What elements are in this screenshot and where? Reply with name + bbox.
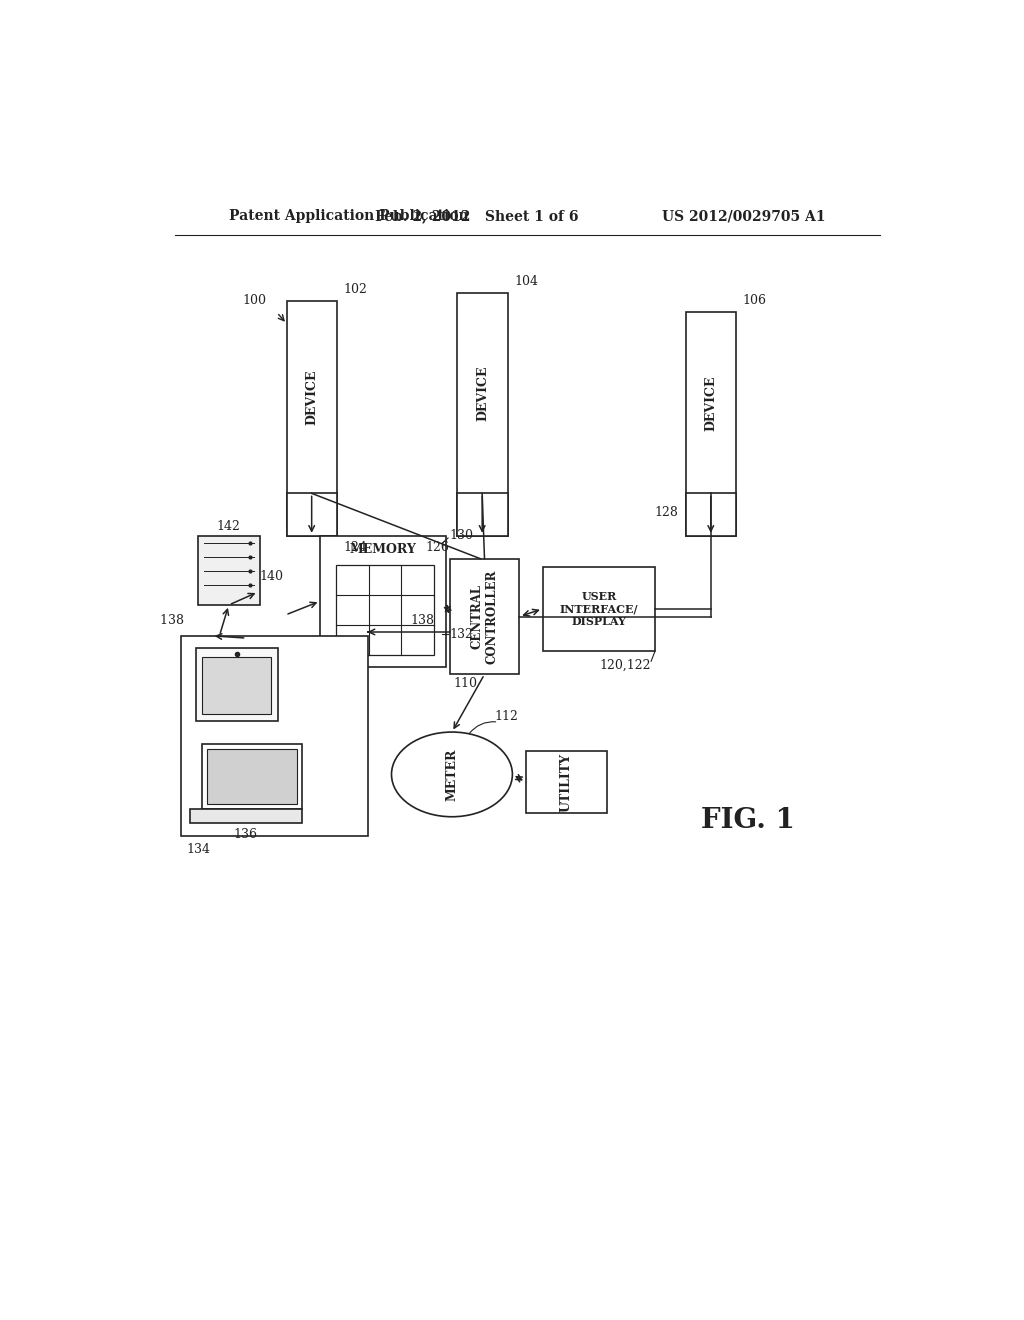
Bar (190, 809, 302, 822)
Circle shape (216, 589, 270, 642)
Text: 126: 126 (426, 541, 450, 554)
Text: METER: METER (445, 748, 459, 801)
Bar (287, 494, 337, 536)
Text: Patent Application Publication: Patent Application Publication (228, 209, 468, 223)
Text: CENTRAL
CONTROLLER: CENTRAL CONTROLLER (470, 569, 499, 664)
Text: DEVICE: DEVICE (476, 366, 489, 421)
Text: 120,122: 120,122 (600, 659, 651, 672)
Ellipse shape (391, 733, 512, 817)
Text: 100: 100 (243, 294, 266, 308)
Text: 132: 132 (450, 628, 473, 640)
Text: Feb. 2, 2012   Sheet 1 of 6: Feb. 2, 2012 Sheet 1 of 6 (375, 209, 579, 223)
Bar (686, 494, 736, 536)
Circle shape (212, 609, 246, 643)
Text: 110: 110 (454, 677, 477, 690)
Bar (197, 648, 278, 721)
Text: UTILITY: UTILITY (560, 752, 572, 812)
Bar (450, 558, 519, 675)
Text: 142: 142 (217, 520, 241, 533)
Text: DEVICE: DEVICE (305, 370, 318, 425)
Bar (203, 657, 271, 714)
Text: 112: 112 (495, 710, 518, 723)
Text: 128: 128 (654, 506, 678, 519)
Bar (202, 743, 302, 809)
Text: 104: 104 (514, 275, 538, 288)
Text: 140: 140 (260, 570, 284, 583)
Text: 124: 124 (343, 541, 368, 554)
Circle shape (245, 585, 288, 627)
Circle shape (267, 595, 308, 635)
Text: 134: 134 (187, 843, 211, 857)
Bar (543, 566, 655, 651)
Bar (321, 536, 445, 667)
Bar (287, 301, 337, 536)
Text: DEVICE: DEVICE (705, 375, 718, 430)
Text: FIG. 1: FIG. 1 (701, 807, 795, 834)
Circle shape (257, 610, 294, 647)
Bar (180, 636, 369, 836)
Bar (458, 293, 508, 536)
Text: 130: 130 (450, 529, 474, 543)
Text: 138: 138 (161, 614, 188, 627)
Text: US 2012/0029705 A1: US 2012/0029705 A1 (662, 209, 825, 223)
Bar (458, 494, 508, 536)
Text: 102: 102 (343, 282, 368, 296)
Text: 138: 138 (411, 614, 434, 627)
Text: USER
INTERFACE/
DISPLAY: USER INTERFACE/ DISPLAY (559, 590, 638, 627)
Bar (686, 313, 736, 536)
Text: 106: 106 (742, 294, 767, 308)
Text: 136: 136 (233, 828, 258, 841)
Bar (336, 565, 434, 655)
Bar (198, 536, 260, 605)
Circle shape (233, 612, 273, 652)
Bar (525, 751, 607, 813)
Text: MEMORY: MEMORY (349, 543, 417, 556)
Bar (207, 748, 297, 804)
